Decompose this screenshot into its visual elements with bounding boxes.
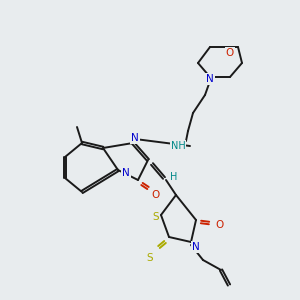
Text: NH: NH [171,141,185,151]
Text: O: O [226,48,234,58]
Text: N: N [122,168,130,178]
Text: H: H [170,172,178,182]
Text: O: O [216,220,224,230]
Text: N: N [131,133,139,143]
Text: S: S [153,212,159,222]
Text: N: N [192,242,200,252]
Text: N: N [206,74,214,84]
Text: O: O [151,190,159,200]
Text: S: S [147,253,153,263]
